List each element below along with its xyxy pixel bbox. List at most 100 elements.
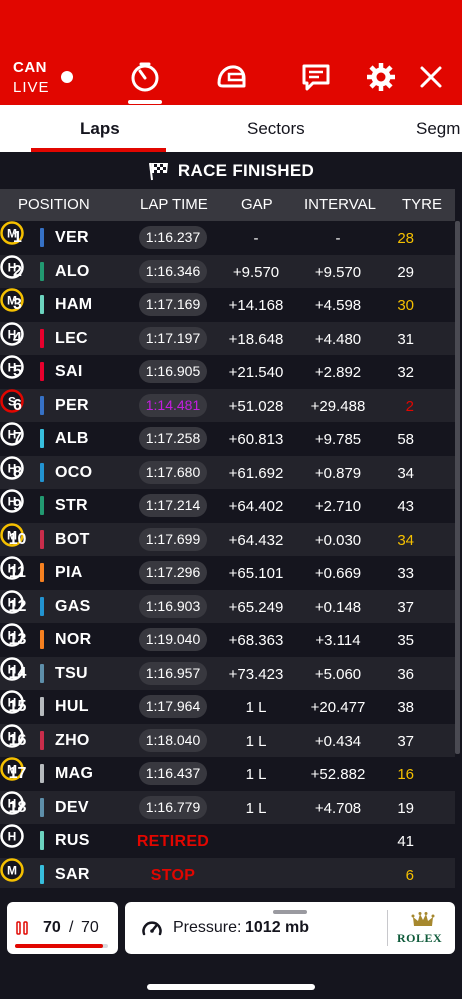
chat-icon[interactable] [299,60,333,94]
lap-time: 1:19.040 [139,628,207,651]
interval: +4.708 [314,799,362,817]
position: 1 [13,229,22,246]
table-row[interactable]: 5 SAI 1:16.905 +21.540 +2.892 32 H [0,355,455,389]
table-row[interactable]: SAR STOP 6 M [0,857,455,891]
table-row[interactable]: 1 VER 1:16.237 - - 28 M [0,221,455,255]
timing-table[interactable]: 1 VER 1:16.237- -28 M 2 ALO 1:16.346 +9.570 +9.57… [0,221,455,891]
tyre-age: 38 [397,699,414,716]
tyre-compound-letter: H [8,494,17,508]
tyre-age: 32 [397,364,414,381]
tyre-compound-icon: H [0,690,24,714]
table-row[interactable]: 16 ZHO 1:18.040 1 L +0.434 37 H [0,723,455,757]
gap: +9.570 [232,263,280,281]
interval: +0.879 [314,464,362,482]
close-icon[interactable] [414,60,448,94]
team-color-bar [40,764,44,783]
driver-code: LEC [55,329,88,347]
tyre-age: 6 [405,866,414,884]
tyre-compound-icon: H [0,589,24,614]
helmet-icon[interactable] [214,60,248,94]
position: 6 [13,396,22,414]
driver-code: RUS [55,832,90,849]
tyre-compound-letter: H [8,595,17,609]
driver-status: STOP [150,866,196,884]
tyre-compound-icon: H [0,723,24,748]
tyre-compound-icon: H [0,355,24,379]
table-row[interactable]: 11 PIA 1:17.296 +65.101 +0.669 33 H [0,556,455,590]
interval: +52.882 [310,766,366,783]
column-header-position: POSITION [18,196,90,213]
table-row[interactable]: 12 GAS 1:16.903 +65.249 +0.148 37 H [0,589,455,623]
table-row[interactable]: 13 NOR 1:19.040 +68.363 +3.114 35 H [0,623,455,657]
table-row[interactable]: 6 PER 1:14.481 +51.028 +29.488 2 S [0,388,455,422]
driver-code: TSU [55,664,88,682]
lap-time: 1:17.699 [139,527,207,551]
table-row[interactable]: 3 HAM 1:17.169 +14.168 +4.598 30 M [0,288,455,322]
table-row[interactable]: 9 STR 1:17.214 +64.402 +2.710 43 H [0,489,455,523]
team-color-bar [40,596,44,616]
tyre-compound-icon: H [0,422,24,446]
tyre-age: 31 [397,330,414,348]
table-row[interactable]: 2 ALO 1:16.346 +9.570 +9.570 29 H [0,254,455,288]
tyre-age: 37 [397,598,414,616]
position: 5 [13,363,22,380]
position: 7 [13,430,22,447]
tyre-age: 16 [397,766,414,783]
driver-code: OCO [55,463,93,481]
team-color-bar [40,730,44,750]
lap-time: 1:16.905 [139,360,207,383]
driver-code: VER [55,229,89,246]
lap-time: 1:17.680 [139,460,207,484]
tab-laps[interactable]: Laps [80,119,120,138]
gap: +64.402 [228,498,284,515]
driver-code: BOT [55,530,90,548]
table-row[interactable]: 4 LEC 1:17.197 +18.648 +4.480 31 H [0,321,455,355]
team-color-bar [40,864,44,884]
scrollbar[interactable] [455,221,460,754]
tab-sectors[interactable]: Sectors [247,119,305,138]
team-color-bar [40,529,44,549]
table-row[interactable]: 15 HUL 1:17.964 1 L +20.477 38 H [0,690,455,724]
position: 18 [8,798,27,816]
tyre-compound-letter: H [8,360,17,374]
lap-time: 1:14.481 [139,393,207,417]
gap: +68.363 [228,632,284,649]
session-indicator[interactable]: CAN LIVE [13,58,50,98]
sponsor-logo: ROLEX [397,931,443,945]
team-color-bar [40,563,44,582]
position: 2 [13,262,22,280]
table-row[interactable]: 17 MAG 1:16.437 1 L +52.882 16 M [0,757,455,791]
table-row[interactable]: 8 OCO 1:17.680 +61.692 +0.879 34 H [0,455,455,489]
driver-code: ALO [55,262,90,280]
driver-code: SAI [55,363,83,380]
team-color-bar [40,261,44,281]
drawer-handle[interactable] [273,910,307,914]
table-row[interactable]: 10 BOT 1:17.699 +64.432 +0.030 34 M [0,522,455,556]
home-indicator[interactable] [147,984,315,990]
tyre-age: 30 [397,297,414,314]
position: 10 [8,530,27,548]
team-color-bar [40,697,44,716]
table-row[interactable]: 14 TSU 1:16.957 +73.423 +5.060 36 H [0,656,455,690]
tyre-age: 58 [397,431,414,448]
tyre-age: 29 [397,263,414,281]
table-row[interactable]: 18 DEV 1:16.779 1 L +4.708 19 H [0,790,455,824]
gap: +21.540 [228,364,284,381]
lap-progress-track [15,944,108,948]
timer-icon[interactable] [128,60,162,94]
tyre-compound-letter: M [7,528,17,542]
interval: +2.710 [314,498,362,515]
table-row[interactable]: RUS RETIRED 41 H [0,824,455,858]
tyre-age: 41 [397,833,414,850]
gear-icon[interactable] [364,60,398,94]
gap: 1 L [245,766,267,783]
column-header-lap-time: LAP TIME [140,196,208,213]
tyre-compound-letter: M [7,293,17,307]
position: 4 [13,329,22,347]
tab-segments[interactable]: Segm [416,119,461,138]
gap: +61.692 [228,464,284,482]
gap: +18.648 [228,330,284,348]
table-row[interactable]: 7 ALB 1:17.258 +60.813 +9.785 58 H [0,422,455,456]
tyre-compound-icon: H [0,254,24,279]
column-header-tyre: TYRE [402,196,443,213]
